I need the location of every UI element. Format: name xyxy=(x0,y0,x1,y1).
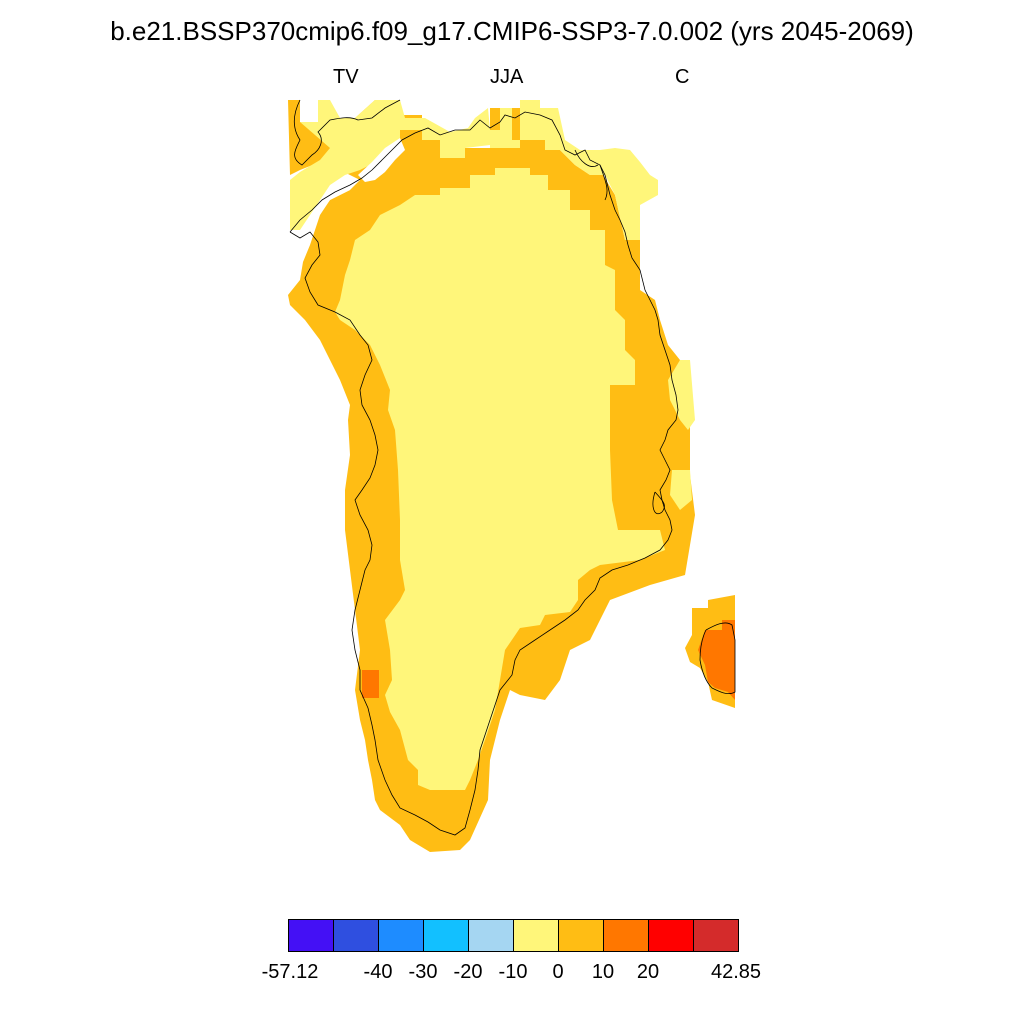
colorbar-label: 42.85 xyxy=(710,961,762,983)
colorbar-bin xyxy=(468,919,514,952)
colorbar-label: 10 xyxy=(591,961,615,983)
colorbar-bin xyxy=(333,919,379,952)
east-band-fill-2 xyxy=(670,470,692,510)
colorbar-label: -57.12 xyxy=(261,961,319,983)
colorbar-label: -10 xyxy=(498,961,528,983)
west-hotspot xyxy=(362,670,379,698)
ice-sheet-interior-fill xyxy=(335,168,665,790)
colorbar-label: 20 xyxy=(636,961,660,983)
colorbar-label: 0 xyxy=(552,961,564,983)
colorbar-bin xyxy=(378,919,424,952)
plot-title: b.e21.BSSP370cmip6.f09_g17.CMIP6-SSP3-7.… xyxy=(110,16,914,46)
iceland-hot-fill xyxy=(698,620,735,700)
variable-label: TV xyxy=(333,66,359,88)
east-band-fill xyxy=(668,360,695,430)
colorbar-label: -40 xyxy=(363,961,393,983)
colorbar-bin xyxy=(693,919,739,952)
colorbar-label: -20 xyxy=(453,961,483,983)
colorbar-label: -30 xyxy=(408,961,438,983)
season-label: JJA xyxy=(490,66,524,88)
north-band-fill xyxy=(290,100,658,240)
colorbar-bin xyxy=(513,919,559,952)
colorbar-bin xyxy=(648,919,694,952)
colorbar-bin xyxy=(288,919,334,952)
colorbar-bin xyxy=(423,919,469,952)
coastlines xyxy=(289,99,736,836)
units-label: C xyxy=(675,66,690,88)
colorbar-bin xyxy=(558,919,604,952)
colorbar-bin xyxy=(603,919,649,952)
